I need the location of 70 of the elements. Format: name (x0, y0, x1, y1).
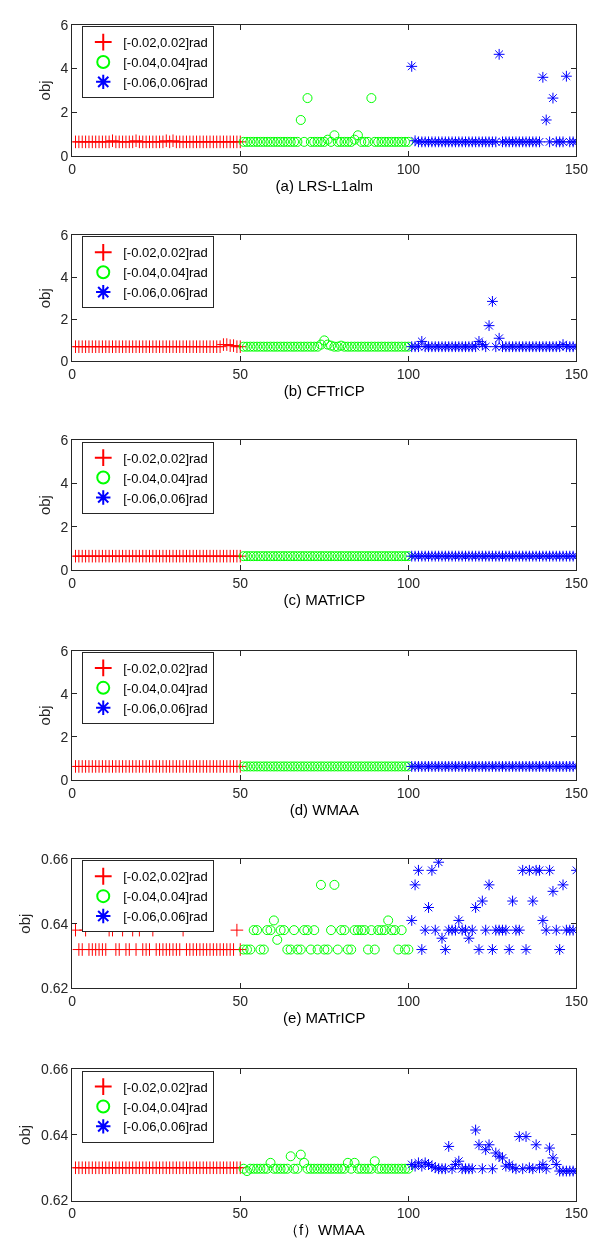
x-tick-label: 100 (396, 574, 421, 591)
y-tick-label: 4 (60, 269, 69, 286)
y-tick-label: 4 (60, 60, 69, 77)
y-tick-label: 2 (60, 728, 69, 745)
x-tick-label: 100 (396, 784, 421, 801)
legend-label: [-0.02,0.02]rad (123, 661, 208, 677)
legend-label: [-0.06,0.06]rad (123, 74, 208, 90)
y-tick-label: 0 (60, 353, 69, 370)
y-axis-title: obj (16, 1124, 34, 1145)
x-tick-label: 150 (564, 993, 589, 1010)
y-tick-label: 0.66 (41, 850, 69, 867)
y-tick-label: 0 (60, 561, 69, 578)
x-tick-label: 50 (232, 784, 249, 801)
y-tick-label: 6 (60, 642, 69, 659)
y-tick-label: 0 (60, 147, 69, 164)
legend-label: [-0.02,0.02]rad (123, 869, 208, 885)
y-tick-label: 6 (60, 432, 69, 449)
y-axis-title: obj (35, 495, 53, 516)
y-tick-label: 6 (60, 16, 69, 33)
y-axis-title: obj (35, 80, 53, 101)
y-tick-label: 0.64 (41, 915, 69, 932)
x-tick-label: 50 (232, 1205, 249, 1222)
legend-label: [-0.04,0.04]rad (123, 470, 208, 486)
x-tick-label: 100 (396, 993, 421, 1010)
legend-label: [-0.06,0.06]rad (123, 909, 208, 925)
x-tick-label: 100 (396, 1205, 421, 1222)
y-tick-label: 2 (60, 311, 69, 328)
y-tick-label: 0.62 (41, 980, 69, 997)
x-tick-label: 150 (564, 1205, 589, 1222)
y-tick-label: 4 (60, 685, 69, 702)
legend-label: [-0.02,0.02]rad (123, 1079, 208, 1095)
x-axis-title: (e) MATrICP (283, 1009, 366, 1027)
x-axis-title: (a) LRS-L1alm (275, 176, 374, 194)
y-axis-title: obj (16, 913, 34, 934)
x-axis-title: (b) CFTrICP (283, 382, 365, 400)
legend-label: [-0.06,0.06]rad (123, 285, 208, 301)
legend-label: [-0.04,0.04]rad (123, 680, 208, 696)
x-tick-label: 50 (232, 574, 249, 591)
legend-label: [-0.06,0.06]rad (123, 700, 208, 716)
y-tick-label: 4 (60, 475, 69, 492)
y-tick-label: 0.62 (41, 1192, 69, 1209)
y-tick-label: 6 (60, 226, 69, 243)
y-tick-label: 2 (60, 518, 69, 535)
x-axis-title: （f）WMAA (283, 1221, 365, 1239)
y-axis-title: obj (35, 288, 53, 309)
y-tick-label: 0.66 (41, 1061, 69, 1078)
legend-label: [-0.02,0.02]rad (123, 245, 208, 261)
y-axis-title: obj (35, 705, 53, 726)
x-tick-label: 50 (232, 160, 249, 177)
legend-label: [-0.02,0.02]rad (123, 35, 208, 51)
legend-label: [-0.04,0.04]rad (123, 265, 208, 281)
x-axis-title: (c) MATrICP (283, 590, 366, 608)
legend-label: [-0.04,0.04]rad (123, 889, 208, 905)
x-tick-label: 50 (232, 366, 249, 383)
x-axis-title: (d) WMAA (289, 800, 359, 818)
legend-label: [-0.02,0.02]rad (123, 450, 208, 466)
x-tick-label: 100 (396, 366, 421, 383)
x-tick-label: 100 (396, 160, 421, 177)
x-tick-label: 150 (564, 574, 589, 591)
legend-label: [-0.04,0.04]rad (123, 55, 208, 71)
x-tick-label: 150 (564, 366, 589, 383)
y-tick-label: 2 (60, 104, 69, 121)
x-tick-label: 150 (564, 784, 589, 801)
x-tick-label: 150 (564, 160, 589, 177)
legend-label: [-0.06,0.06]rad (123, 490, 208, 506)
y-tick-label: 0 (60, 771, 69, 788)
y-tick-label: 0.64 (41, 1126, 69, 1143)
x-tick-label: 50 (232, 993, 249, 1010)
legend-label: [-0.06,0.06]rad (123, 1119, 208, 1135)
legend-label: [-0.04,0.04]rad (123, 1099, 208, 1115)
